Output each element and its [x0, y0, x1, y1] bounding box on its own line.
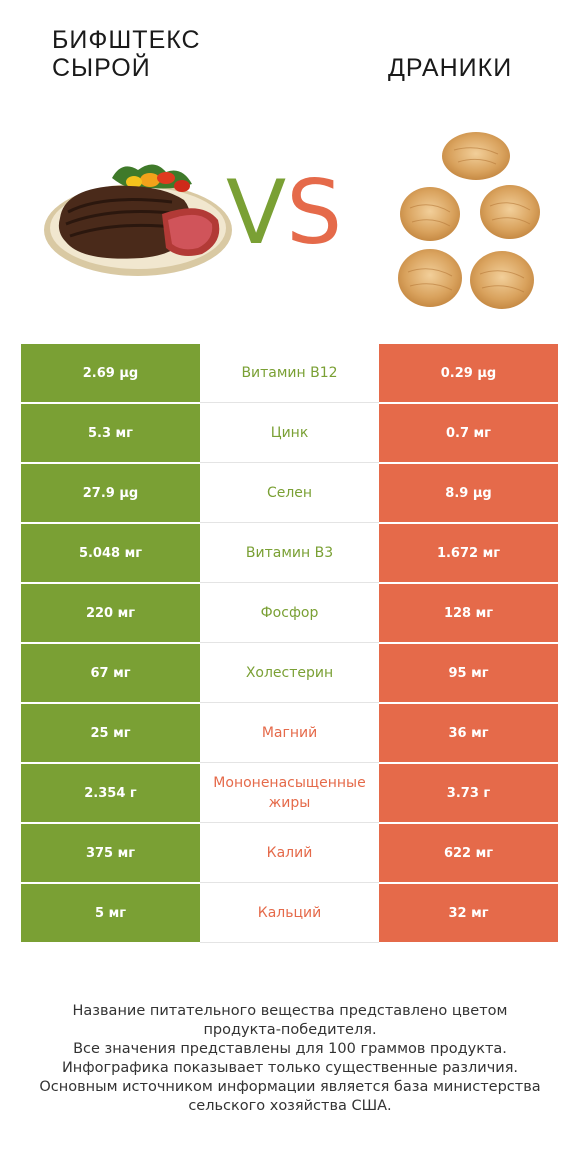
left-value: 2.354 г — [21, 764, 200, 823]
nutrient-name: Кальций — [200, 884, 379, 943]
footer-line: Инфографика показывает только существенн… — [61, 1060, 519, 1076]
nutrient-name: Калий — [200, 824, 379, 883]
nutrient-name: Цинк — [200, 404, 379, 463]
nutrient-name: Фосфор — [200, 584, 379, 643]
table-row: 67 мг Холестерин 95 мг — [21, 644, 558, 704]
footer-notes: Название питательного вещества представл… — [20, 1002, 560, 1116]
table-row: 5.3 мг Цинк 0.7 мг — [21, 404, 558, 464]
nutrient-name: Мононенасыщенные жиры — [200, 764, 379, 823]
table-row: 375 мг Калий 622 мг — [21, 824, 558, 884]
left-value: 220 мг — [21, 584, 200, 643]
right-value: 128 мг — [379, 584, 558, 643]
left-product-title: БИФШТЕКС СЫРОЙ — [52, 26, 272, 82]
nutrient-name: Витамин B12 — [200, 344, 379, 403]
vs-v: V — [226, 161, 287, 264]
footer-line: Основным источником информации является … — [39, 1079, 541, 1095]
nutrient-name: Витамин B3 — [200, 524, 379, 583]
table-row: 2.69 µg Витамин B12 0.29 µg — [21, 344, 558, 404]
nutrient-name: Магний — [200, 704, 379, 763]
left-value: 27.9 µg — [21, 464, 200, 523]
left-title-line2: СЫРОЙ — [52, 54, 151, 82]
right-value: 95 мг — [379, 644, 558, 703]
left-value: 67 мг — [21, 644, 200, 703]
left-value: 5.3 мг — [21, 404, 200, 463]
draniki-image — [398, 132, 540, 309]
right-value: 32 мг — [379, 884, 558, 943]
table-row: 220 мг Фосфор 128 мг — [21, 584, 558, 644]
left-value: 375 мг — [21, 824, 200, 883]
footer-line: сельского хозяйства США. — [188, 1098, 392, 1114]
table-row: 2.354 г Мононенасыщенные жиры 3.73 г — [21, 764, 558, 824]
table-row: 27.9 µg Селен 8.9 µg — [21, 464, 558, 524]
left-value: 2.69 µg — [21, 344, 200, 403]
right-value: 8.9 µg — [379, 464, 558, 523]
table-row: 5 мг Кальций 32 мг — [21, 884, 558, 943]
comparison-table: 2.69 µg Витамин B12 0.29 µg 5.3 мг Цинк 0.7 м… — [21, 344, 558, 943]
footer-line: продукта-победителя. — [203, 1022, 377, 1038]
right-product-title: ДРАНИКИ — [388, 54, 513, 82]
steak-image — [44, 164, 232, 276]
footer-line: Все значения представлены для 100 граммо… — [73, 1041, 507, 1057]
right-value: 622 мг — [379, 824, 558, 883]
right-value: 36 мг — [379, 704, 558, 763]
right-value: 0.29 µg — [379, 344, 558, 403]
right-value: 1.672 мг — [379, 524, 558, 583]
vs-s: S — [286, 161, 343, 264]
right-value: 0.7 мг — [379, 404, 558, 463]
table-row: 25 мг Магний 36 мг — [21, 704, 558, 764]
left-title-line1: БИФШТЕКС — [52, 26, 201, 54]
table-row: 5.048 мг Витамин B3 1.672 мг — [21, 524, 558, 584]
left-value: 25 мг — [21, 704, 200, 763]
nutrient-name: Холестерин — [200, 644, 379, 703]
footer-line: Название питательного вещества представл… — [72, 1003, 508, 1019]
left-value: 5 мг — [21, 884, 200, 943]
right-value: 3.73 г — [379, 764, 558, 823]
vs-label: VS — [226, 168, 342, 258]
nutrient-name: Селен — [200, 464, 379, 523]
left-value: 5.048 мг — [21, 524, 200, 583]
